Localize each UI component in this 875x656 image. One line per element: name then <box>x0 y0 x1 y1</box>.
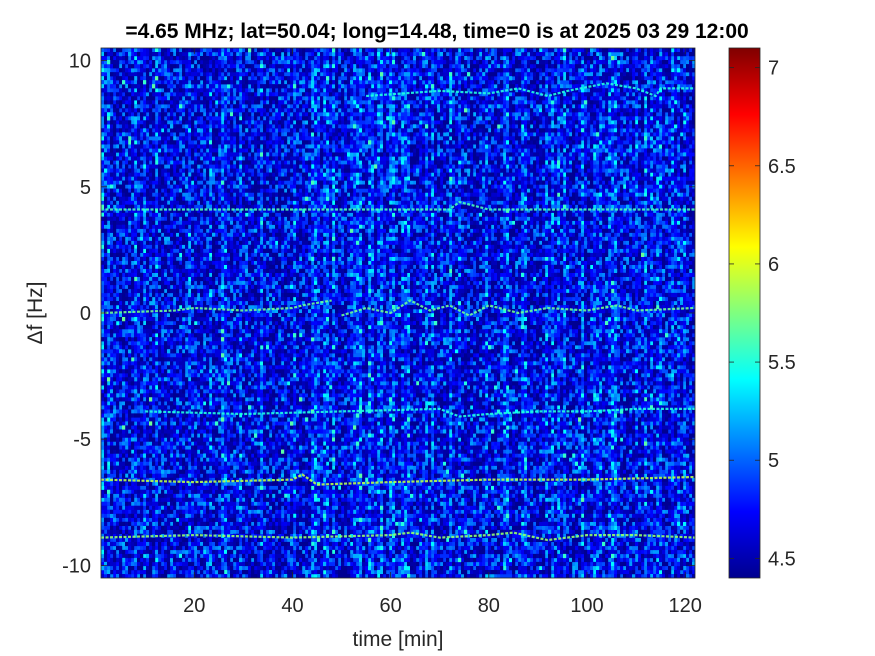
colorbar-tick-label: 6.5 <box>768 156 796 178</box>
y-axis-label: Δf [Hz] <box>24 281 47 344</box>
x-tick-label: 100 <box>570 595 603 617</box>
heatmap-cell-group <box>101 48 695 578</box>
signal-trace <box>341 299 695 317</box>
signal-trace <box>145 407 695 418</box>
colorbar <box>729 48 760 578</box>
colorbar-frame <box>728 47 761 579</box>
heatmap-cell-group <box>101 48 695 578</box>
y-tick-label: 0 <box>80 303 91 325</box>
colorbar-tick-label: 6 <box>768 254 779 276</box>
x-tick-label: 80 <box>478 595 500 617</box>
x-tick-label: 60 <box>380 595 402 617</box>
y-tick-label: -10 <box>62 555 91 577</box>
heatmap-cell-group <box>101 48 695 578</box>
x-tick-label: 40 <box>281 595 303 617</box>
colorbar-tick-label: 5.5 <box>768 352 796 374</box>
x-axis-label: time [min] <box>352 628 443 651</box>
signal-trace <box>101 531 695 542</box>
y-axis: 10 5 0 -5 -10 <box>62 51 695 577</box>
heatmap-cells <box>101 48 695 578</box>
chart-title: =4.65 MHz; lat=50.04; long=14.48, time=0… <box>125 20 748 43</box>
colorbar-tick-label: 7 <box>768 58 779 80</box>
heatmap-cell-group <box>101 48 695 578</box>
y-tick-label: 10 <box>69 51 91 73</box>
signal-trace <box>101 299 332 315</box>
heatmap-cell-group <box>101 48 695 578</box>
signal-trace <box>366 82 695 98</box>
y-tick-label: 5 <box>80 177 91 199</box>
heatmap-cell-group <box>101 48 695 578</box>
x-axis: 20 40 60 80 100 120 <box>183 48 702 617</box>
signal-trace <box>101 200 695 211</box>
heatmap-cell-group <box>104 48 695 578</box>
heatmap-cell-group <box>101 52 687 578</box>
heatmap-traces <box>101 82 695 542</box>
x-tick-label: 20 <box>183 595 205 617</box>
signal-trace <box>101 473 695 486</box>
colorbar-tick-label: 4.5 <box>768 548 796 570</box>
y-tick-label: -5 <box>73 429 91 451</box>
colorbar-axis: 4.5 5 5.5 6 6.5 7 <box>729 58 796 570</box>
x-tick-label: 120 <box>668 595 701 617</box>
colorbar-tick-label: 5 <box>768 450 779 472</box>
